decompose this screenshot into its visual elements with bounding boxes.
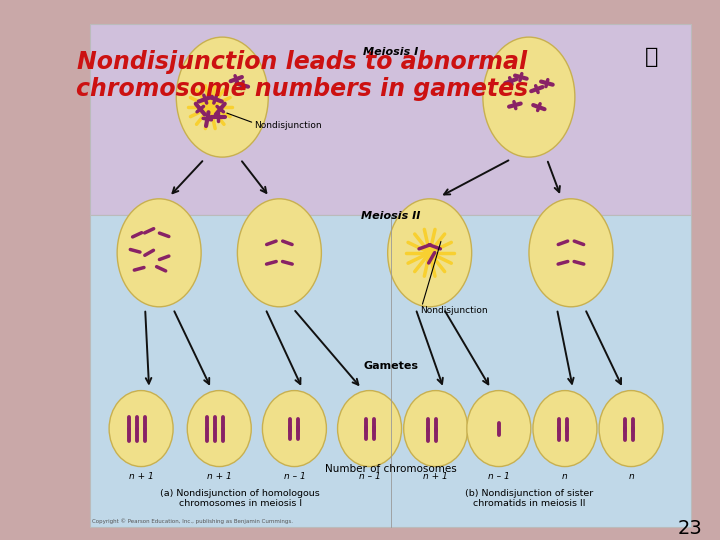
Text: Copyright © Pearson Education, Inc., publishing as Benjamin Cummings.: Copyright © Pearson Education, Inc., pub…: [92, 518, 293, 523]
Text: Meiosis II: Meiosis II: [361, 211, 420, 221]
Ellipse shape: [262, 390, 326, 467]
Text: n: n: [629, 472, 634, 481]
Text: chromosome numbers in gametes: chromosome numbers in gametes: [76, 77, 528, 101]
Text: Number of chromosomes: Number of chromosomes: [325, 464, 456, 474]
Text: Nondisjunction: Nondisjunction: [420, 306, 487, 315]
Ellipse shape: [467, 390, 531, 467]
Ellipse shape: [109, 390, 173, 467]
Text: (a) Nondisjunction of homologous
chromosomes in meiosis I: (a) Nondisjunction of homologous chromos…: [161, 489, 320, 508]
Ellipse shape: [529, 199, 613, 307]
Text: 23: 23: [678, 518, 702, 538]
Ellipse shape: [483, 37, 575, 157]
Text: Nondisjunction leads to abnormal: Nondisjunction leads to abnormal: [77, 50, 528, 74]
Text: Nondisjunction: Nondisjunction: [254, 120, 322, 130]
Text: 📷: 📷: [645, 46, 658, 67]
Ellipse shape: [599, 390, 663, 467]
Text: n – 1: n – 1: [359, 472, 380, 481]
Ellipse shape: [176, 37, 269, 157]
Text: n + 1: n + 1: [129, 472, 153, 481]
Ellipse shape: [404, 390, 468, 467]
Text: n – 1: n – 1: [284, 472, 305, 481]
Ellipse shape: [338, 390, 402, 467]
Ellipse shape: [117, 199, 201, 307]
Text: Meiosis I: Meiosis I: [363, 47, 418, 57]
Text: n: n: [562, 472, 568, 481]
Text: Gametes: Gametes: [363, 361, 418, 371]
Ellipse shape: [387, 199, 472, 307]
Bar: [90, 215, 691, 526]
Ellipse shape: [238, 199, 321, 307]
Text: n + 1: n + 1: [423, 472, 448, 481]
Text: (b) Nondisjunction of sister
chromatids in meiosis II: (b) Nondisjunction of sister chromatids …: [464, 489, 593, 508]
Text: n + 1: n + 1: [207, 472, 232, 481]
Ellipse shape: [533, 390, 597, 467]
Ellipse shape: [187, 390, 251, 467]
Text: n – 1: n – 1: [488, 472, 510, 481]
Bar: [90, 24, 691, 215]
